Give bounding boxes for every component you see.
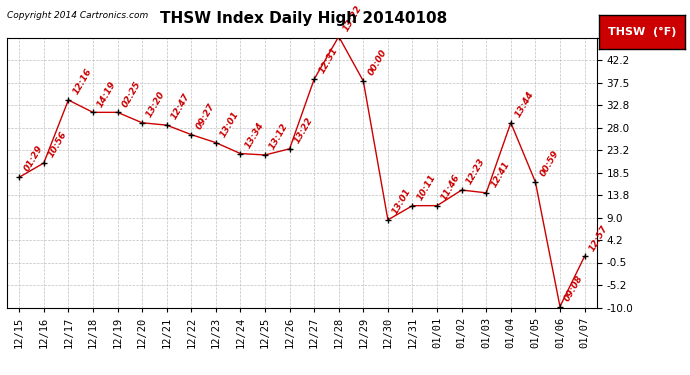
Text: 09:08: 09:08	[563, 273, 585, 303]
Text: 14:19: 14:19	[96, 79, 118, 108]
Text: 00:59: 00:59	[538, 149, 560, 178]
Text: 12:57: 12:57	[587, 223, 610, 252]
Text: 00:00: 00:00	[366, 48, 388, 77]
Text: 13:34: 13:34	[244, 120, 266, 150]
Text: 01:29: 01:29	[22, 144, 44, 174]
Text: 13:20: 13:20	[145, 90, 167, 119]
Text: 12:16: 12:16	[71, 67, 93, 96]
Text: Copyright 2014 Cartronics.com: Copyright 2014 Cartronics.com	[7, 11, 148, 20]
Text: THSW Index Daily High 20140108: THSW Index Daily High 20140108	[160, 11, 447, 26]
Text: 13:44: 13:44	[514, 90, 536, 119]
Text: 12:47: 12:47	[170, 92, 192, 122]
Text: 12:41: 12:41	[489, 160, 511, 189]
Text: 11:46: 11:46	[440, 172, 462, 202]
Text: 12:31: 12:31	[317, 46, 339, 75]
Text: 10:11: 10:11	[415, 172, 437, 202]
Text: 13:22: 13:22	[293, 116, 315, 145]
Text: 02:25: 02:25	[121, 79, 143, 108]
Text: 13:22: 13:22	[342, 3, 364, 33]
Text: 13:01: 13:01	[391, 187, 413, 216]
Text: 13:01: 13:01	[219, 110, 241, 139]
Text: 12:23: 12:23	[464, 157, 486, 186]
Text: 13:12: 13:12	[268, 122, 290, 151]
Text: 10:56: 10:56	[47, 130, 69, 159]
Text: THSW  (°F): THSW (°F)	[608, 27, 676, 37]
Text: 09:27: 09:27	[194, 102, 217, 131]
